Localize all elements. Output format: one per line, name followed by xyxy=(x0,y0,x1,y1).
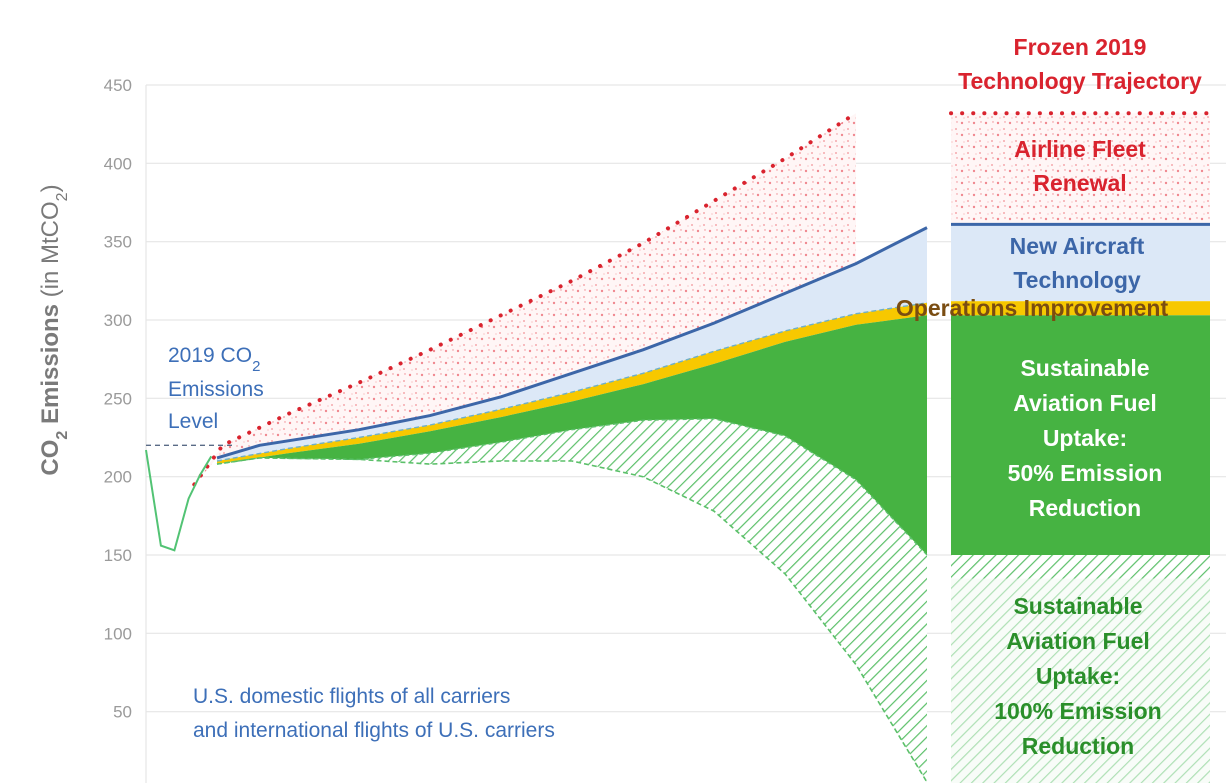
y-tick-200: 200 xyxy=(104,468,132,487)
historical-emissions-line xyxy=(145,449,213,552)
fleet-renewal-area xyxy=(194,113,857,485)
band-saf50 xyxy=(951,315,1210,555)
y-tick-50: 50 xyxy=(113,703,132,722)
operations-improvement-area xyxy=(217,302,927,465)
operations-improvement-line xyxy=(216,302,928,462)
saf-50-area xyxy=(217,315,927,555)
new-aircraft-technology-line xyxy=(216,226,928,460)
band-fleet xyxy=(951,113,1210,225)
y-tick-150: 150 xyxy=(104,546,132,565)
band-label-ops: Operations Improvement xyxy=(896,295,1169,321)
band-tech xyxy=(951,224,1210,302)
right-band-column: Frozen 2019 Technology Trajectory Airline … xyxy=(896,34,1212,783)
series-areas xyxy=(145,111,928,783)
saf-100-boundary-line xyxy=(216,457,928,783)
y-tick-400: 400 xyxy=(104,154,132,173)
band-label-saf100: Sustainable Aviation Fuel Uptake: 100% Emis… xyxy=(994,593,1161,759)
band-saf100-overlay xyxy=(951,578,1210,783)
saf-100-area xyxy=(217,418,927,783)
band-ops xyxy=(951,301,1210,316)
band-label-fleet: Airline Fleet Renewal xyxy=(1014,136,1146,196)
band-saf100-top-strip xyxy=(951,555,1210,579)
scope-note: U.S. domestic flights of all carriers an… xyxy=(193,685,555,742)
reference-level-label: 2019 CO2 Emissions Level xyxy=(168,344,270,433)
band-label-saf50: Sustainable Aviation Fuel Uptake: 50% Emiss… xyxy=(1008,355,1163,521)
band-label-frozen: Frozen 2019 Technology Trajectory xyxy=(958,34,1202,94)
y-tick-300: 300 xyxy=(104,311,132,330)
y-tick-labels: 50 100 150 200 250 300 350 400 450 xyxy=(104,76,132,722)
y-tick-250: 250 xyxy=(104,389,132,408)
band-label-tech: New Aircraft Technology xyxy=(1010,233,1145,293)
y-tick-450: 450 xyxy=(104,76,132,95)
y-axis-label: CO2 Emissions (in MtCO2) xyxy=(37,184,71,475)
y-tick-100: 100 xyxy=(104,624,132,643)
y-tick-350: 350 xyxy=(104,233,132,252)
saf-50-lower-boundary xyxy=(216,417,928,556)
frozen-trajectory-line xyxy=(192,111,858,487)
